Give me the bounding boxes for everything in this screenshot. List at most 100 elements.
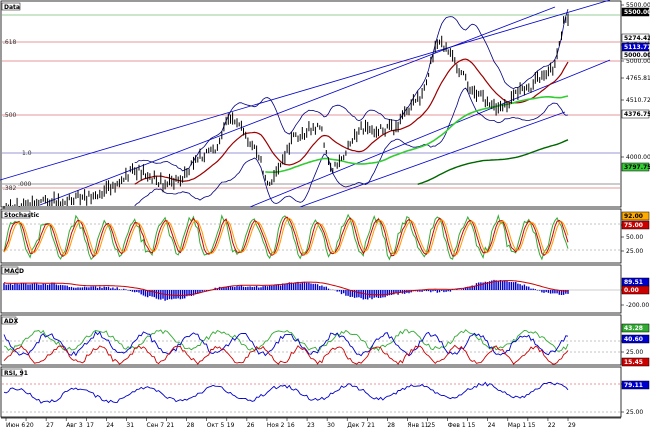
x-axis-label-11: 19 [227,422,235,429]
price-tag-label-3-1: 40.60 [624,336,643,343]
y-axis-label-4-1: 25.00 [626,409,643,416]
x-axis-label-24: 24 [488,422,496,429]
panel-rsi: RSI, 91 [0,366,622,418]
price-tag-bg-3-1 [621,334,650,344]
minus-di-line [3,344,569,365]
price-tag-label-0-0: 5500.00 [624,9,650,16]
plus-di-line [3,330,569,357]
fibonacci-levels: .618 .500 .382 1.0 .000 [2,14,620,192]
bollinger-upper [134,8,569,172]
x-axis-label-8: 21 [167,422,175,429]
price-tag-bg-3-0 [621,323,650,333]
x-axis-label-1: 20 [26,422,34,429]
price-tag-label-0-1: 5274.42 [624,35,650,42]
price-tags: 5500.005274.425113.775000.004376.753797.… [621,7,650,390]
rsi-panel-title: RSI, 91 [4,370,28,377]
macd-histogram-bars [3,279,569,301]
price-tag-bg-0-0 [621,7,650,17]
price-tag-bg-2-1 [621,285,650,295]
bollinger-lower [134,87,569,207]
adx-panel-title: ADX [4,318,19,325]
x-axis-label-3: Авг 3 [66,422,83,429]
x-axis-label-23: 15 [468,422,476,429]
y-axis-label-0-3: 4765.81 [626,75,650,82]
x-axis-label-13: Ноя 2 [267,422,285,429]
x-axis-label-4: 17 [86,422,94,429]
x-axis-label-10: Окт 5 [207,422,225,429]
price-panel-title: Data [4,4,20,11]
macd-histogram [2,279,620,301]
price-tag-bg-0-5 [621,162,650,172]
channel-line-3 [299,111,566,208]
price-tag-label-3-2: 15.45 [624,359,643,366]
ma-mid-line [265,95,569,173]
panel-stochastic: Stochastic [0,208,622,264]
rsi-polyline [3,381,569,404]
bollinger-bands [134,8,569,207]
price-bars [3,13,569,209]
x-axis-label-21: 25 [428,422,436,429]
y-axis-label-0-0: 5500.00 [626,2,650,9]
fib-label-4: .000 [18,181,32,188]
x-axis-label-18: 21 [367,422,375,429]
y-axis-label-3-1: 25.00 [626,349,643,356]
fib-label-3: 1.0 [22,150,32,157]
x-axis-label-28: 29 [568,422,576,429]
fib-label-1: .500 [3,112,17,119]
price-tag-bg-0-1 [621,33,650,43]
price-tag-label-1-0: 92.00 [624,213,643,220]
macd-panel-title: MACD [4,268,24,275]
x-axis-label-5: 24 [106,422,114,429]
fib-label-0: .618 [3,39,17,46]
x-axis-label-20: Янв 11 [407,422,428,429]
price-candles [3,13,569,209]
price-tag-label-0-5: 3797.75 [624,164,650,171]
x-axis-label-26: 15 [528,422,536,429]
x-axis-label-16: 30 [327,422,335,429]
price-tag-label-2-1: 0.00 [624,287,639,294]
x-axis: Июн 6 20 27 Авг 3 17 24 31 Сен 7 21 28 Окт 5 19 26 Но… [1,417,621,429]
y-axis-label-0-4: 4510.72 [626,97,650,104]
x-axis-label-7: Сен 7 [147,422,165,429]
price-tag-label-2-0: 89.51 [624,279,643,286]
stoch-d-line [3,216,569,258]
macd-signal-line [3,280,569,296]
x-axis-label-0: Июн 6 [6,422,25,429]
x-axis-label-9: 28 [187,422,195,429]
ma-long-line [417,139,569,185]
x-axis-label-22: Фев 1 [448,422,466,429]
y-axis-label-0-5: 4000.00 [626,154,650,161]
y-axis-label-0-2: 5000.00 [626,58,650,65]
price-tag-label-1-1: 75.00 [624,222,643,229]
price-tag-label-0-4: 4376.75 [624,111,650,118]
ma-short-line [134,58,569,185]
x-axis-label-17: Дек 7 [347,422,365,429]
x-axis-label-15: 23 [307,422,315,429]
price-tag-label-3-0: 43.28 [624,325,643,332]
x-axis-label-25: Мар 1 [508,422,527,429]
adx-lines [2,329,620,365]
x-axis-label-14: 16 [287,422,295,429]
y-axis-label-2-1: -200.00 [626,302,649,309]
price-tag-bg-4-0 [621,380,650,390]
panel-macd: MACD [0,264,622,314]
stochastic-panel-title: Stochastic [4,212,40,219]
fib-label-2: .382 [3,185,17,192]
price-tag-bg-0-3 [621,50,650,60]
x-axis-label-27: 22 [548,422,556,429]
stoch-slow-line [3,217,569,256]
rsi-line [2,381,620,413]
x-axis-label-2: 27 [46,422,54,429]
channel-line-1 [0,0,611,181]
price-tag-label-0-3: 5000.00 [624,52,650,59]
moving-averages [134,58,569,185]
panel-price: Data .618 .500 .382 1.0 .000 [0,0,622,209]
y-axis-label-1-1: 50.00 [626,234,643,241]
price-tag-bg-1-1 [621,220,650,230]
price-tag-bg-3-2 [621,357,650,367]
stochastic-lines [2,213,620,261]
price-tag-label-4-0: 79.11 [624,382,643,389]
x-axis-label-6: 31 [126,422,134,429]
x-axis-label-19: 28 [387,422,395,429]
